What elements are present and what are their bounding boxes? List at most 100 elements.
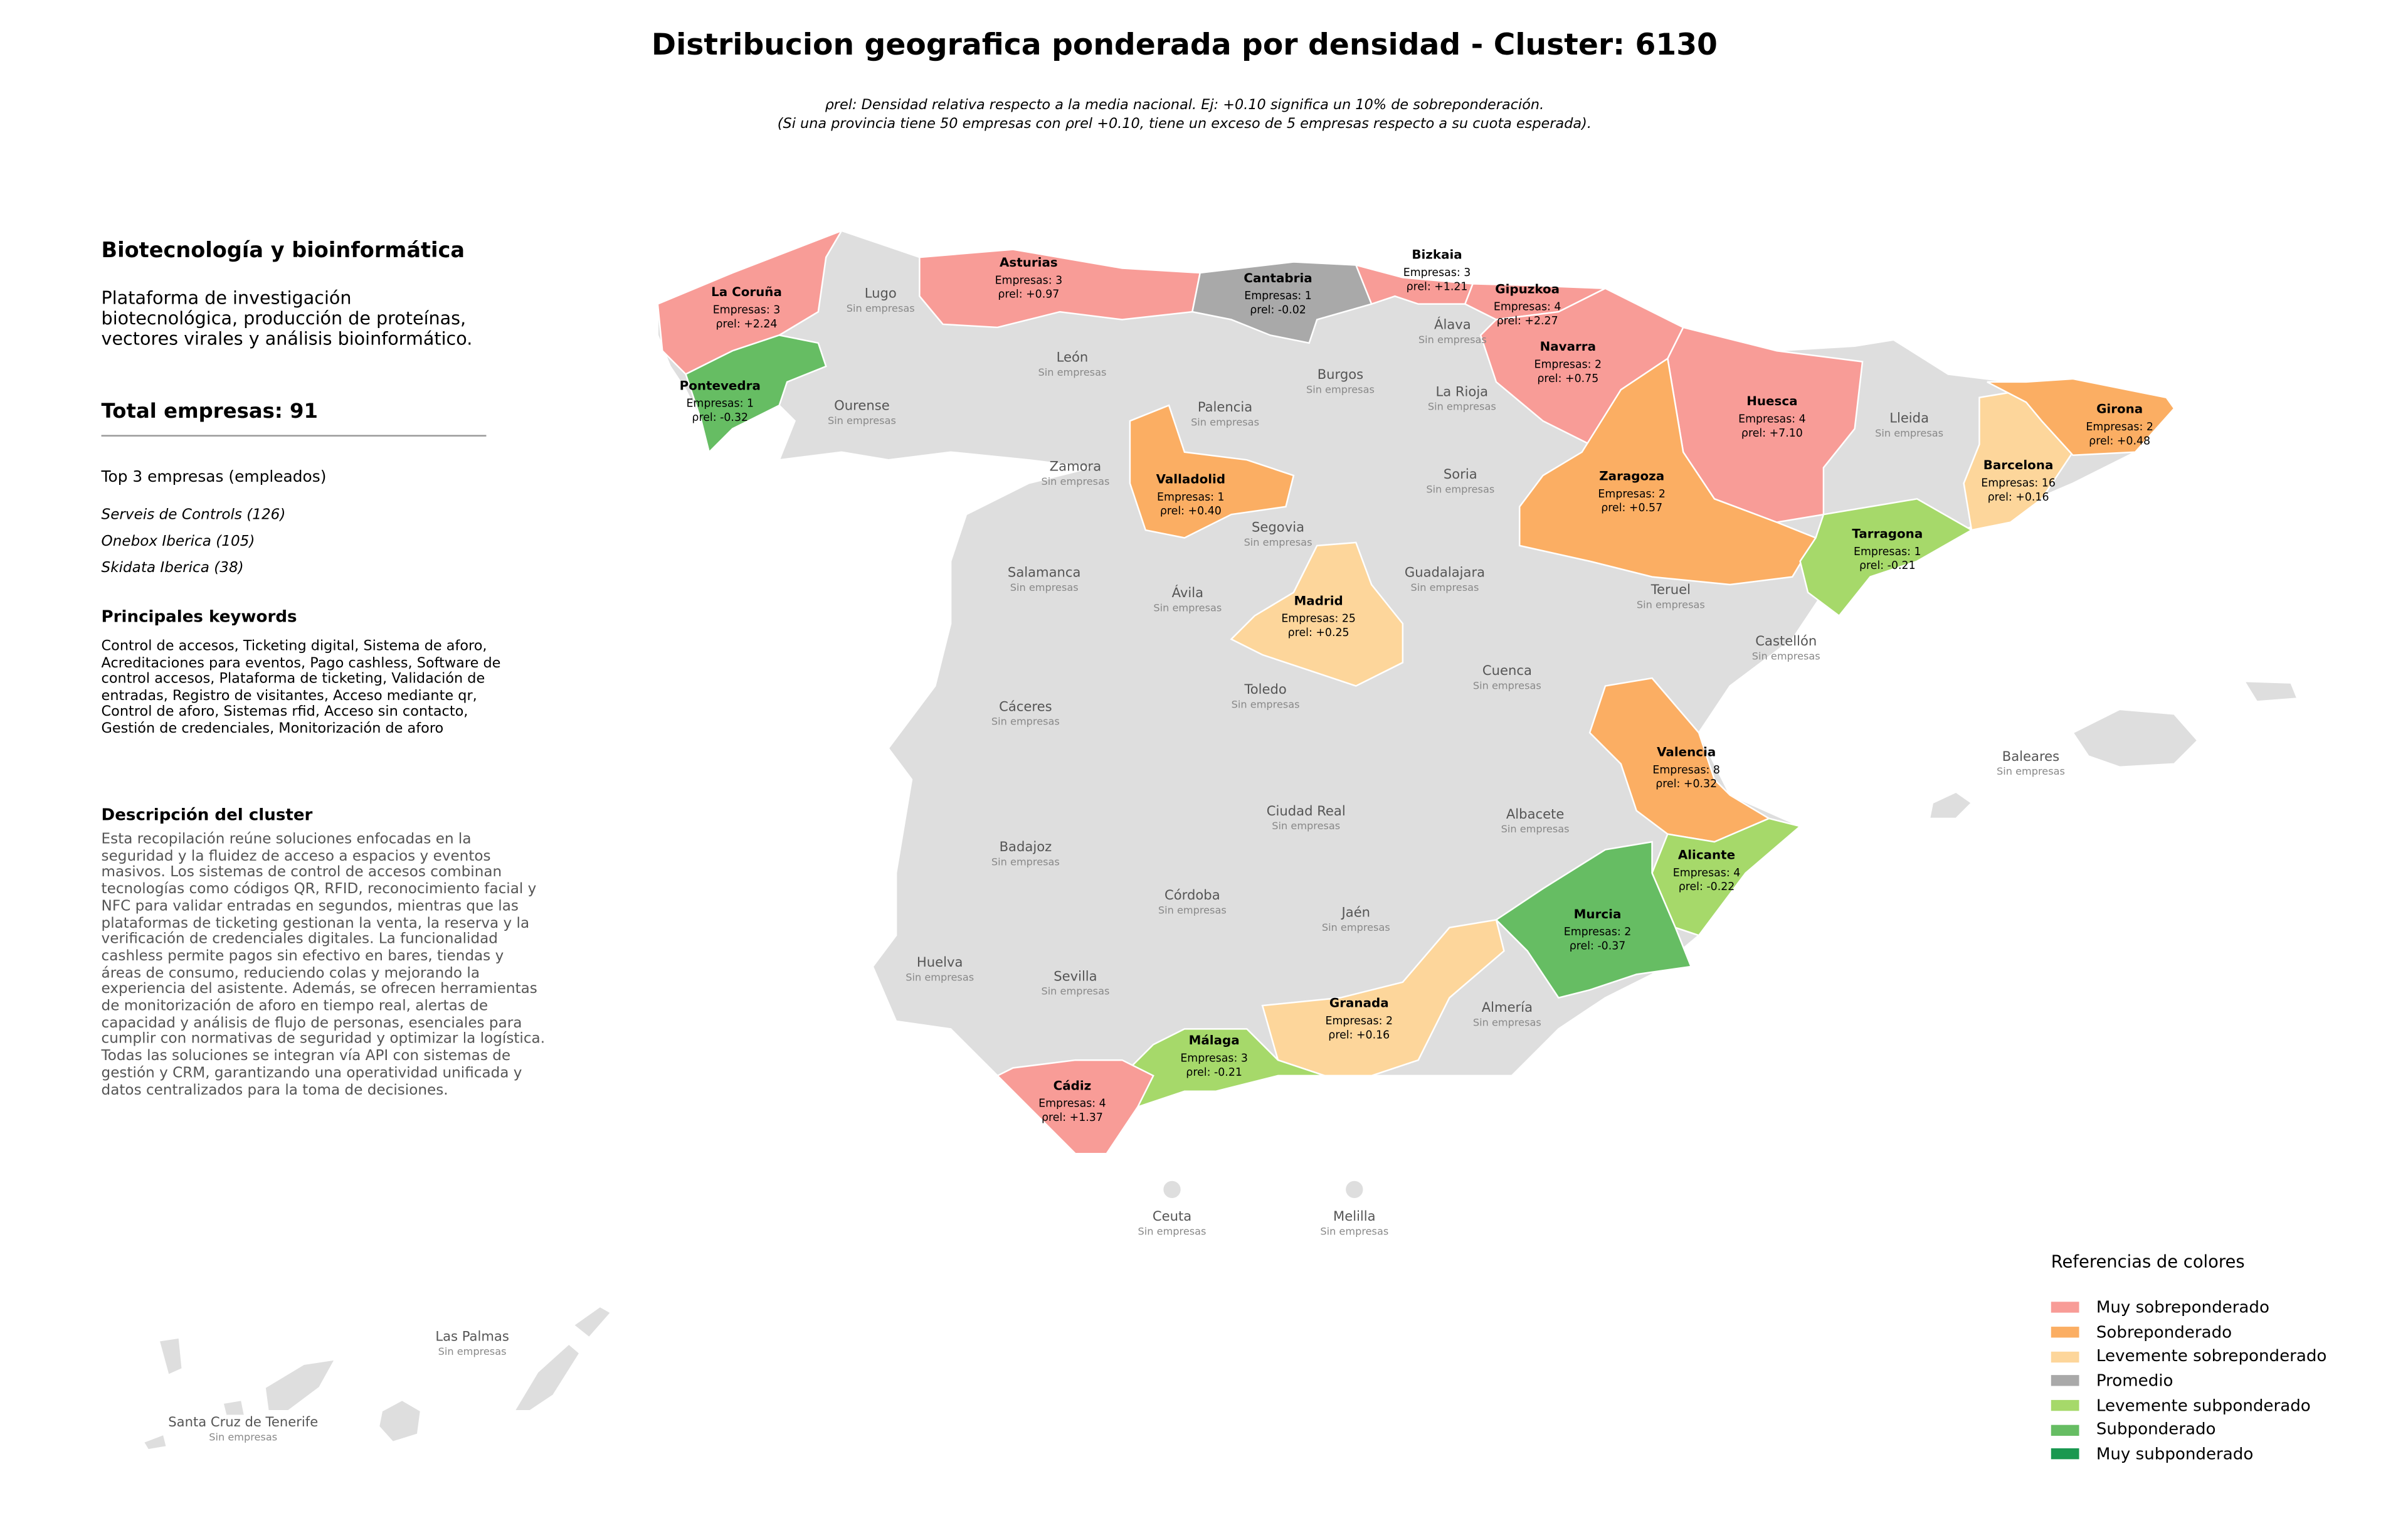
province-note: Sin empresas bbox=[828, 415, 896, 427]
province-note: Sin empresas bbox=[1320, 1225, 1388, 1237]
province-note: Sin empresas bbox=[1428, 401, 1496, 413]
el-hierro bbox=[142, 1433, 168, 1451]
province-name: Cuenca bbox=[1482, 662, 1532, 678]
province-count: Empresas: 3 bbox=[995, 274, 1063, 287]
province-rho: ρrel: -0.21 bbox=[1186, 1066, 1242, 1079]
province-rho: ρrel: +0.25 bbox=[1288, 627, 1349, 639]
province-count: Empresas: 3 bbox=[1403, 267, 1471, 279]
province-shape bbox=[1230, 541, 1404, 687]
province-rho: ρrel: +2.27 bbox=[1497, 315, 1558, 327]
legend-item: Muy subponderado bbox=[2051, 1442, 2327, 1467]
legend-swatch bbox=[2051, 1449, 2079, 1460]
tenerife bbox=[264, 1358, 337, 1412]
province-shape bbox=[1987, 378, 2175, 457]
province-shape bbox=[1495, 841, 1692, 999]
top-title: Top 3 empresas (empleados) bbox=[101, 469, 327, 487]
province-rho: ρrel: +0.16 bbox=[1328, 1029, 1390, 1041]
province-name: Toledo bbox=[1244, 681, 1286, 697]
province-count: Empresas: 2 bbox=[2086, 421, 2153, 433]
legend-label: Levemente sobreponderado bbox=[2096, 1347, 2327, 1366]
province-shape bbox=[1129, 404, 1295, 539]
legend-item: Muy sobreponderado bbox=[2051, 1295, 2327, 1320]
top-company: Serveis de Controls (126) bbox=[101, 506, 286, 524]
province-name: Granada bbox=[1329, 996, 1389, 1011]
province-note: Sin empresas bbox=[847, 302, 915, 314]
province-count: Empresas: 2 bbox=[1598, 488, 1666, 501]
province-name: Pontevedra bbox=[680, 378, 761, 393]
fuerteventura bbox=[512, 1342, 581, 1412]
province-name: Segovia bbox=[1252, 519, 1304, 535]
province-name: Huelva bbox=[917, 954, 963, 970]
legend: Muy sobreponderado Sobreponderado Levement… bbox=[2051, 1295, 2327, 1467]
province-name: Cádiz bbox=[1054, 1078, 1092, 1093]
province-note: Sin empresas bbox=[1038, 366, 1106, 378]
legend-item: Levemente subponderado bbox=[2051, 1393, 2327, 1418]
legend-item: Promedio bbox=[2051, 1369, 2327, 1393]
province-rho: ρrel: +0.57 bbox=[1601, 502, 1662, 514]
province-rho: ρrel: +0.75 bbox=[1537, 373, 1598, 385]
province-rho: ρrel: +0.48 bbox=[2089, 435, 2150, 447]
province-note: Sin empresas bbox=[1158, 904, 1227, 916]
province-name: Valencia bbox=[1657, 745, 1716, 759]
province-note: Sin empresas bbox=[1244, 536, 1312, 548]
province-rho: ρrel: +0.40 bbox=[1160, 505, 1222, 517]
legend-label: Promedio bbox=[2096, 1371, 2173, 1391]
top-company: Onebox Iberica (105) bbox=[101, 533, 255, 551]
mallorca bbox=[2071, 708, 2199, 768]
menorca bbox=[2242, 680, 2299, 703]
province-name: Palencia bbox=[1198, 399, 1252, 415]
province-name: La Rioja bbox=[1435, 383, 1488, 399]
province-name: Burgos bbox=[1318, 366, 1363, 382]
province-count: Empresas: 4 bbox=[1673, 867, 1741, 879]
province-name: Lugo bbox=[865, 285, 897, 301]
province-count: Empresas: 1 bbox=[1854, 546, 1921, 558]
province-name: Santa Cruz de Tenerife bbox=[168, 1414, 318, 1430]
province-name: Lleida bbox=[1889, 410, 1929, 426]
province-rho: ρrel: +0.16 bbox=[1988, 491, 2049, 504]
la-palma bbox=[157, 1337, 184, 1376]
top-company: Skidata Iberica (38) bbox=[101, 560, 244, 577]
province-shape bbox=[657, 229, 843, 376]
province-note: Sin empresas bbox=[991, 716, 1060, 728]
province-note: Sin empresas bbox=[1138, 1225, 1207, 1237]
province-note: Sin empresas bbox=[1637, 598, 1705, 610]
province-name: Bizkaia bbox=[1412, 248, 1462, 262]
province-note: Sin empresas bbox=[1418, 334, 1487, 346]
legend-label: Subponderado bbox=[2096, 1420, 2216, 1440]
province-name: Madrid bbox=[1294, 593, 1343, 608]
ceuta-shape bbox=[1161, 1179, 1183, 1200]
province-name: León bbox=[1057, 349, 1089, 365]
province-count: Empresas: 2 bbox=[1564, 926, 1632, 938]
province-note: Sin empresas bbox=[906, 971, 974, 983]
province-name: Barcelona bbox=[1983, 458, 2054, 472]
legend-item: Sobreponderado bbox=[2051, 1320, 2327, 1344]
province-name: Salamanca bbox=[1008, 565, 1081, 580]
legend-item: Subponderado bbox=[2051, 1418, 2327, 1442]
melilla-shape bbox=[1344, 1179, 1365, 1200]
province-shape bbox=[919, 248, 1201, 329]
province-shape bbox=[1519, 357, 1817, 586]
province-count: Empresas: 4 bbox=[1738, 413, 1806, 426]
legend-swatch bbox=[2051, 1376, 2079, 1387]
province-name: Albacete bbox=[1506, 806, 1565, 822]
province-note: Sin empresas bbox=[1232, 698, 1300, 710]
total: Total empresas: 91 bbox=[101, 400, 319, 425]
province-count: Empresas: 1 bbox=[1244, 290, 1312, 302]
province-rho: ρrel: -0.32 bbox=[692, 411, 748, 424]
province-name: Cáceres bbox=[999, 698, 1052, 714]
subtitle: (Si una provincia tiene 50 empresas con … bbox=[777, 117, 1592, 133]
province-note: Sin empresas bbox=[1272, 820, 1340, 832]
province-shape bbox=[1191, 261, 1397, 344]
province-note: Sin empresas bbox=[1153, 602, 1222, 613]
lanzarote bbox=[572, 1305, 613, 1339]
province-shape bbox=[1354, 263, 1474, 305]
legend-label: Sobreponderado bbox=[2096, 1322, 2232, 1342]
province-name: Tarragona bbox=[1852, 526, 1923, 541]
ibiza bbox=[1928, 791, 1973, 820]
province-rho: ρrel: +0.97 bbox=[998, 289, 1059, 301]
province-name: Ávila bbox=[1172, 585, 1203, 600]
province-name: Almería bbox=[1482, 999, 1533, 1015]
